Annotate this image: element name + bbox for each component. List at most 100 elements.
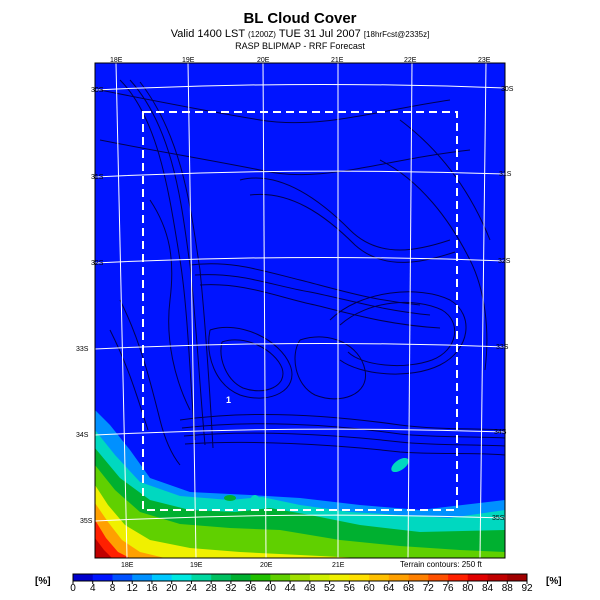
contour-nw-2 [99,139,471,176]
colorbar-swatch [369,574,390,581]
grid-lon-18 [115,62,128,559]
top-lon-label: 22E [404,57,417,64]
right-lat-label: 34S [494,429,507,436]
chart-title: BL Cloud Cover [243,10,357,27]
grid-lat-30 [94,83,506,91]
left-lat-label: 34S [76,432,89,439]
lat-lon-grid [94,62,506,559]
left-lat-label: 35S [80,518,93,525]
valid-prefix: Valid 1400 LST [170,28,245,40]
contour-central-ridge-3 [199,284,441,329]
bottom-lon-label: 20E [260,562,273,569]
contour-mid-west [149,199,191,411]
cloud-cover-shading [95,410,505,558]
map-border [94,62,506,559]
right-lat-label: 31S [499,171,512,178]
terrain-contours-note: Terrain contours: 250 ft [400,560,483,569]
colorbar-swatch [151,574,172,581]
colorbar-tick-label: 16 [146,583,158,594]
colorbar-swatch [467,574,488,581]
colorbar-tick-label: 20 [166,583,178,594]
colorbar-tick-label: 52 [324,583,336,594]
left-lat-label: 30S [91,87,104,94]
colorbar-swatch [132,574,153,581]
top-lon-label: 21E [331,57,344,64]
contour-sw [119,299,181,466]
top-lon-label: 23E [478,57,491,64]
contour-north-band-2 [249,193,456,263]
top-lon-label: 19E [182,57,195,64]
colorbar-tick-label: 0 [70,583,76,594]
contour-basin [208,326,293,399]
contour-sw-2 [109,329,149,431]
colorbar-swatch [230,574,251,581]
colorbar-tick-label: 28 [206,583,218,594]
valid-time-line: Valid 1400 LST (1200Z) TUE 31 Jul 2007 [… [0,28,600,40]
contour-nw [99,89,451,124]
colorbar-tick-label: 80 [462,583,474,594]
contour-west-escarpment-2 [129,79,206,446]
colorbar-tick-label: 60 [364,583,376,594]
contour-east-loop [329,291,467,375]
grid-lon-19 [187,62,197,559]
contour-basin-2 [220,339,284,392]
bottom-lon-label: 21E [332,562,345,569]
valid-code: (1200Z) [247,30,276,39]
top-lon-label: 20E [257,57,270,64]
grid-lon-23 [479,62,487,559]
right-lat-label: 33S [496,344,509,351]
colorbar-tick-label: 48 [304,583,316,594]
colorbar-swatch [309,574,330,581]
colorbar-tick-label: 4 [90,583,96,594]
contour-south-3 [183,432,505,447]
colorbar-tick-label: 84 [482,583,494,594]
colorbar-tick-label: 68 [403,583,415,594]
colorbar: 0 4 8 12 16 20 24 28 32 36 40 44 48 52 56 60 64 68 72 76 80 8… [70,573,533,594]
contour-south-4 [184,441,505,456]
colorbar-tick-label: 36 [245,583,257,594]
colorbar-swatch [329,574,350,581]
forecast-code: [18hrFcst@2335z] [363,30,430,39]
contour-central-ridge [189,263,421,306]
left-lat-label: 31S [91,174,104,181]
cc-band-dark-red [95,538,112,558]
colorbar-tick-label: 72 [423,583,435,594]
colorbar-swatch [349,574,370,581]
cc-band-red [95,520,130,558]
left-lat-label: 32S [91,260,104,267]
colorbar-tick-label: 44 [285,583,297,594]
cc-band-orange [95,503,165,558]
left-lat-label: 33S [76,346,89,353]
cc-blob-south-2 [224,495,236,501]
colorbar-tick-label: 12 [127,583,139,594]
cc-blob-south [250,495,260,509]
grid-lat-31 [94,170,506,178]
colorbar-tick-label: 76 [442,583,454,594]
colorbar-swatch [211,574,232,581]
colorbar-swatch [92,574,113,581]
colorbar-swatch [448,574,469,581]
contour-east-loop-2 [339,301,456,367]
colorbar-tick-label: 8 [110,583,116,594]
colorbar-swatch [408,574,429,581]
cc-band-light-green [95,465,505,558]
contour-north-band [239,177,451,251]
colorbar-swatch [487,574,508,581]
colorbar-tick-label: 88 [502,583,514,594]
cc-blob-east [391,457,409,473]
contour-south-1 [179,414,505,431]
contour-south-2 [181,423,505,439]
colorbar-frame [72,573,528,582]
colorbar-unit-right: [%] [546,576,562,587]
colorbar-swatch [73,574,94,581]
colorbar-tick-label: 40 [265,583,277,594]
bottom-lon-label: 19E [190,562,203,569]
colorbar-tick-label: 32 [225,583,237,594]
colorbar-tick-label: 24 [186,583,198,594]
site-marker-label: 1 [226,395,231,405]
grid-lat-34 [94,428,506,436]
colorbar-swatch [388,574,409,581]
valid-date: TUE 31 Jul 2007 [278,28,361,40]
colorbar-swatch [270,574,291,581]
